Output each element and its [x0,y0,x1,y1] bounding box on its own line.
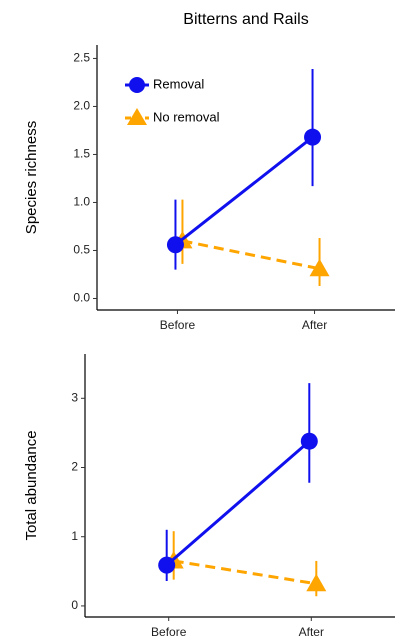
legend-label: No removal [153,109,220,124]
y-tick-label: 0.5 [73,243,90,257]
point [158,556,176,574]
series-line [165,440,311,567]
y-tick-label: 1.5 [73,147,90,161]
y-tick-label: 3 [71,390,78,404]
point [309,258,330,277]
legend-marker [127,108,147,125]
x-tick-label: Before [151,625,187,639]
x-tick-label: After [299,625,324,639]
y-tick-label: 2.0 [73,99,90,113]
y-tick-label: 1 [71,529,78,543]
y-tick-label: 0 [71,598,78,612]
y-tick-label: 2 [71,460,78,474]
y-tick-label: 1.0 [73,195,90,209]
series-line [182,239,320,271]
series-line [173,559,317,586]
y-tick-label: 0.0 [73,291,90,305]
legend-label: Removal [153,76,204,91]
point [306,573,327,592]
x-tick-label: Before [160,318,196,332]
legend-marker [129,77,145,93]
y-axis-label: Species richness [23,121,40,234]
point [300,432,318,450]
point [304,128,322,146]
y-axis-label: Total abundance [23,430,40,540]
series-line [174,135,314,246]
x-tick-label: After [302,318,327,332]
point [166,236,184,254]
y-tick-label: 2.5 [73,51,90,65]
chart-title: Bitterns and Rails [183,11,308,28]
